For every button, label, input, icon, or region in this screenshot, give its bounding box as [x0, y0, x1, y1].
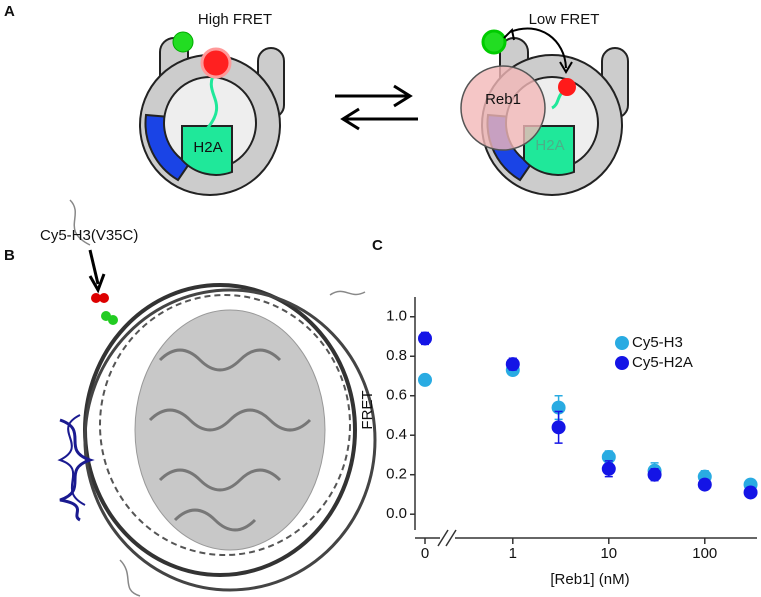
data-point [601, 461, 616, 476]
legend-label: Cy5-H3 [632, 334, 683, 351]
y-tick-label: 0.0 [386, 505, 407, 522]
nucleosome-structure [57, 199, 377, 597]
x-tick-label: 10 [600, 545, 617, 562]
state-label: High FRET [198, 11, 272, 28]
y-tick-label: 1.0 [386, 308, 407, 325]
green-dye [481, 29, 507, 55]
y-axis-label: FRET [359, 390, 376, 429]
panel-label: A [4, 3, 15, 20]
annotation: Cy5-H3(V35C) [40, 227, 138, 244]
data-point [743, 485, 758, 500]
green-sphere [108, 315, 118, 325]
panel-label: B [4, 247, 15, 264]
red-sphere [99, 293, 109, 303]
y-tick-label: 0.2 [386, 466, 407, 483]
y-tick-label: 0.4 [386, 426, 407, 443]
legend-marker [615, 336, 629, 350]
x-axis-label: [Reb1] (nM) [550, 571, 629, 588]
x-tick-label: 1 [509, 545, 517, 562]
histone-label: H2A [535, 137, 564, 154]
data-point [505, 357, 520, 372]
x-tick-label: 100 [692, 545, 717, 562]
equilibrium-arrows [335, 84, 418, 131]
reb1 [460, 65, 546, 151]
state-label: Low FRET [529, 11, 600, 28]
histone-label: H2A [193, 139, 222, 156]
red-dye [558, 78, 576, 96]
legend-marker [615, 356, 629, 370]
data-point [418, 372, 432, 387]
data-point [647, 467, 662, 482]
chart: 0.0 0.2 0.4 0.6 0.8 1.0 0 1 10 100 [Reb1] (nM) FRET… [359, 297, 758, 588]
protein-label: Reb1 [485, 91, 521, 108]
axis-break [437, 529, 457, 547]
y-tick-label: 0.6 [386, 387, 407, 404]
data-point [551, 420, 566, 435]
y-tick-label: 0.8 [386, 347, 407, 364]
panel-label: C [372, 237, 383, 254]
green-dye [172, 31, 194, 53]
red-sphere [91, 293, 101, 303]
x-tick-label: 0 [421, 545, 429, 562]
label-arrow [88, 249, 106, 294]
data-point [418, 331, 432, 346]
data-point [697, 477, 712, 492]
nucleosome-high [139, 37, 285, 196]
legend-label: Cy5-H2A [632, 354, 693, 371]
red-dye [200, 47, 232, 79]
fret-arrow [503, 27, 573, 74]
